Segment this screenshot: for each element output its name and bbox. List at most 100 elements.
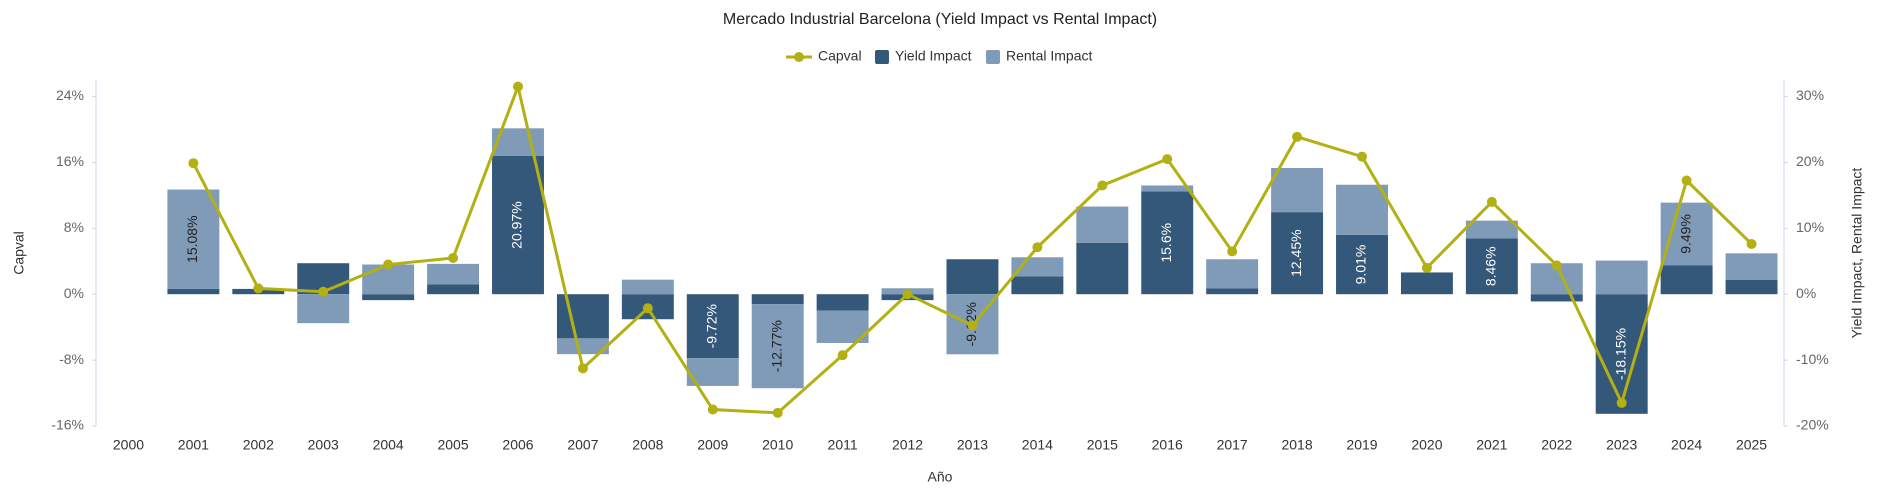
point [577,363,588,374]
x-tick-label: 2000 [113,437,144,453]
bar [362,294,415,301]
data-label: -18.15% [1612,328,1628,380]
bar [1271,212,1324,295]
x-tick-label: 2006 [502,437,533,453]
y2-tick-label: 0% [1796,285,1816,301]
bar [1465,238,1518,295]
point [513,81,523,92]
point [1681,175,1692,186]
bar [1660,202,1713,266]
x-axis-title: Año [928,469,953,485]
point [772,407,783,418]
bar [1011,276,1064,295]
data-label: 9.01% [1353,245,1369,285]
x-tick-label: 2022 [1541,437,1572,453]
bar [297,294,350,324]
point [1032,242,1043,253]
x-tick-label: 2016 [1152,437,1183,453]
x-tick-label: 2005 [437,437,468,453]
point [1162,154,1173,165]
point [967,320,978,331]
point [1227,246,1238,257]
bar [751,294,804,305]
bar [1271,167,1324,213]
x-tick-label: 2008 [632,437,663,453]
bar [1141,191,1194,295]
bar [1206,259,1259,289]
legend-swatch [875,50,889,64]
legend-label[interactable]: Yield Impact [895,48,972,64]
bar [167,189,220,289]
bar [1595,294,1648,414]
y2-tick-label: 20% [1796,153,1824,169]
x-tick-label: 2014 [1022,437,1053,453]
point [1421,262,1432,273]
x-tick-label: 2021 [1476,437,1507,453]
bar [1206,288,1259,295]
bar [492,155,544,295]
bar [556,338,609,355]
y-tick-label: 0% [64,285,84,301]
bar [1595,260,1648,295]
x-tick-label: 2004 [373,437,404,453]
point [253,283,264,294]
y-tick-label: -8% [59,351,84,367]
bar [751,304,804,389]
point [448,252,459,263]
data-label: 15.08% [184,215,200,262]
x-tick-label: 2002 [243,437,274,453]
point [318,286,329,297]
bar [816,294,869,311]
data-label: 15.6% [1158,223,1174,263]
y-axis-title: Capval [11,231,27,275]
point [1486,196,1497,207]
bar [1076,242,1129,295]
data-label: 20.97% [509,201,525,248]
bar [1725,253,1778,280]
x-tick-label: 2015 [1087,437,1118,453]
point [642,303,653,314]
bar [1336,184,1388,235]
data-label: 9.49% [1677,214,1693,254]
x-tick-label: 2012 [892,437,923,453]
y-tick-label: 16% [56,153,84,169]
point [188,158,199,169]
point [1746,238,1757,249]
x-tick-label: 2009 [697,437,728,453]
legend-label[interactable]: Rental Impact [1006,48,1092,64]
point [1616,397,1627,408]
chart-title: Mercado Industrial Barcelona (Yield Impa… [723,11,1157,28]
legend-label[interactable]: Capval [818,48,862,64]
y2-tick-label: 30% [1796,87,1824,103]
data-label: -9.72% [703,304,719,348]
y2-axis-title: Yield Impact, Rental Impact [1849,168,1865,339]
bar [1141,185,1194,192]
x-tick-label: 2019 [1346,437,1377,453]
bar [1660,265,1713,295]
point [707,404,718,415]
y2-tick-label: -20% [1796,417,1829,433]
x-tick-label: 2001 [178,437,209,453]
y2-tick-label: 10% [1796,219,1824,235]
legend-marker [794,52,804,62]
y-tick-label: 8% [64,219,84,235]
point [383,259,394,270]
bar [621,279,674,295]
x-tick-label: 2023 [1606,437,1637,453]
bar [1530,294,1583,302]
legend: Capval Yield Impact Rental Impact [786,48,1092,64]
data-label: 12.45% [1288,229,1304,276]
x-tick-label: 2024 [1671,437,1702,453]
bar [1465,220,1518,239]
x-tick-label: 2013 [957,437,988,453]
point [1292,131,1303,142]
bar [427,284,480,295]
x-tick-label: 2025 [1736,437,1767,453]
point [902,289,913,300]
bar [946,259,999,295]
legend-swatch [986,50,1000,64]
bar [167,288,220,295]
bar [1400,272,1453,295]
x-tick-label: 2003 [308,437,339,453]
